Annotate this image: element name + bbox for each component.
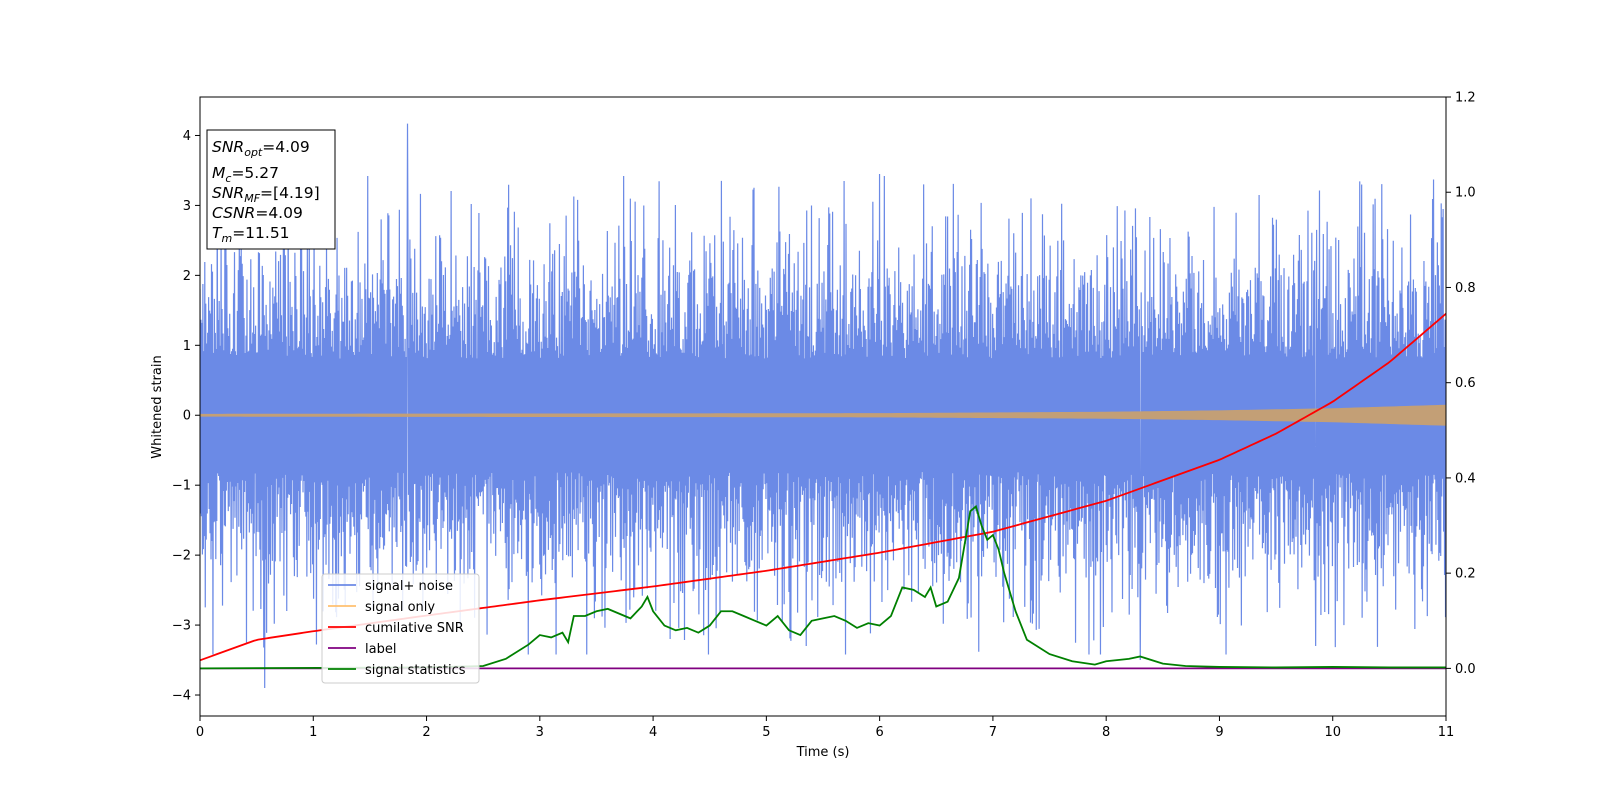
annotation-csnr: CSNR=4.09 [212,204,303,222]
legend-label: signal only [365,600,435,615]
y-left-tick-label: −2 [172,549,191,564]
y-axis-title: Whitened strain [150,355,165,458]
y-right-tick-label: 0.0 [1455,662,1476,677]
x-tick-label: 6 [875,725,883,740]
y-left-tick-label: 3 [183,199,191,214]
annotation-tm: Tm=11.51 [212,224,290,245]
legend-label: signal statistics [365,663,466,678]
legend-item: signal only [328,600,435,615]
y-left-tick-label: 1 [183,339,191,354]
x-tick-label: 9 [1215,725,1223,740]
x-tick-label: 0 [196,725,204,740]
x-tick-label: 11 [1438,725,1455,740]
y-left-tick-label: −3 [172,619,191,634]
x-tick-label: 4 [649,725,657,740]
legend-label: cumilative SNR [365,621,464,636]
legend: signal+ noise signal only cumilative SNR… [321,573,480,684]
signal-only-band [200,404,1446,426]
x-tick-label: 3 [536,725,544,740]
legend-item: label [328,642,396,657]
plot-frame [199,96,1447,717]
x-tick-label: 8 [1102,725,1110,740]
y-left-tick-label: 0 [183,409,191,424]
x-tick-label: 5 [762,725,770,740]
legend-item: cumilative SNR [328,621,464,636]
y-left-tick-label: 2 [183,269,191,284]
legend-frame [321,573,480,684]
x-tick-label: 7 [989,725,997,740]
y-left-tick-label: −1 [172,479,191,494]
x-axis: 0 1 2 3 4 5 6 7 8 9 10 11 [196,716,1454,740]
y-left-tick-label: −4 [172,689,191,704]
annotation-snr-mf: SNRMF=[4.19] [212,184,320,205]
snr-annotation-box: SNRopt=4.09 Mc=5.27 SNRMF=[4.19] CSNR=4.… [206,129,336,250]
annotation-mc: Mc=5.27 [212,164,279,185]
y-right-tick-label: 0.2 [1455,567,1476,582]
legend-label: signal+ noise [365,579,453,594]
y-right-tick-label: 0.6 [1455,376,1476,391]
annotation-frame [206,129,336,250]
x-tick-label: 1 [309,725,317,740]
y-axis-left: −4 −3 −2 −1 0 1 2 3 4 [172,129,200,704]
annotation-snr-opt: SNRopt=4.09 [212,138,310,159]
y-left-tick-label: 4 [183,129,191,144]
signal-statistics-line [200,504,1446,670]
legend-item: signal+ noise [328,579,453,594]
y-right-tick-label: 1.0 [1455,186,1476,201]
legend-item: signal statistics [328,663,466,678]
y-axis-right: 0.0 0.2 0.4 0.6 0.8 1.0 1.2 [1446,91,1476,677]
legend-label: label [365,642,396,657]
x-tick-label: 2 [422,725,430,740]
x-axis-title: Time (s) [796,745,850,760]
y-right-tick-label: 0.4 [1455,471,1476,486]
x-tick-label: 10 [1324,725,1341,740]
y-right-tick-label: 0.8 [1455,281,1476,296]
y-right-tick-label: 1.2 [1455,91,1476,106]
